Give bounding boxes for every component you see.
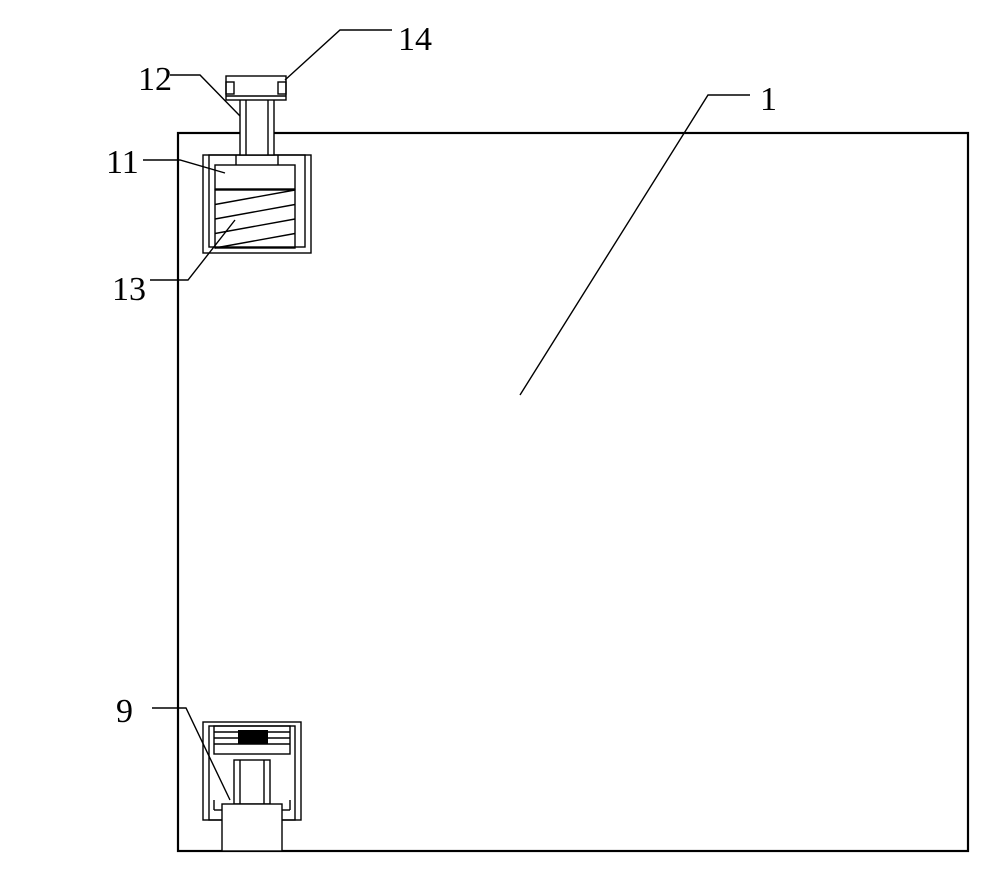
callout-label-1: 1	[760, 81, 777, 118]
callout-label-9: 9	[116, 693, 133, 730]
bottom-black-bar	[238, 730, 268, 744]
callout-label-11: 11	[106, 144, 139, 181]
callout-label-13: 13	[112, 271, 146, 308]
leader-1	[520, 95, 750, 395]
callout-label-12: 12	[138, 61, 172, 98]
callout-label-14: 14	[398, 21, 432, 58]
top-neck	[240, 93, 274, 155]
leader-14	[285, 30, 392, 80]
bottom-piston	[222, 804, 282, 851]
